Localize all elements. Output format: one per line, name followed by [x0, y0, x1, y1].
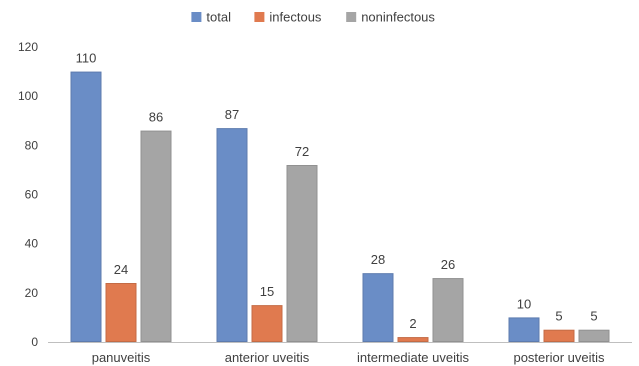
legend-label-noninfectous: noninfectous [361, 10, 435, 25]
bar-infectous-2 [251, 305, 283, 342]
bar-outline [70, 71, 102, 342]
y-tick-label: 20 [25, 286, 39, 300]
y-tick-label: 80 [25, 138, 39, 152]
data-labels: 110 24 86 87 15 72 28 2 26 10 5 5 [76, 51, 598, 332]
bar-outline [105, 283, 137, 342]
data-label: 15 [260, 284, 274, 299]
y-tick-label: 60 [25, 188, 39, 202]
y-tick-label: 100 [18, 89, 38, 103]
y-tick-label: 40 [25, 237, 39, 251]
data-label: 87 [225, 107, 239, 122]
x-tick-label: intermediate uveitis [357, 350, 469, 365]
legend-label-infectous: infectous [269, 10, 322, 25]
bar-outline [508, 317, 540, 342]
bar-outline [216, 128, 248, 342]
x-tick-label: anterior uveitis [225, 350, 310, 365]
data-label: 72 [295, 144, 309, 159]
bar-outline [286, 165, 318, 342]
legend-label-total: total [206, 10, 231, 25]
bar-infectous-4 [543, 329, 575, 342]
x-tick-label: panuveitis [92, 350, 151, 365]
bar-outline [251, 305, 283, 342]
y-tick-label: 120 [18, 40, 38, 54]
bar-outline [432, 278, 464, 343]
bar-noninfectous-4 [578, 329, 610, 342]
bar-total-2 [216, 128, 248, 342]
x-tick-label: posterior uveitis [513, 350, 605, 365]
bar-noninfectous-3 [432, 278, 464, 342]
bar-outline [140, 130, 172, 342]
data-label: 24 [114, 262, 128, 277]
data-label: 5 [555, 309, 562, 324]
bars [70, 71, 610, 343]
x-axis: panuveitis anterior uveitis intermediate u… [92, 350, 605, 365]
data-label: 110 [76, 51, 97, 66]
legend-swatch-noninfectous [346, 12, 357, 22]
data-label: 86 [149, 110, 163, 125]
bar-total-4 [508, 317, 540, 342]
data-label: 10 [517, 296, 531, 311]
y-axis: 0 20 40 60 80 100 120 [18, 40, 38, 349]
legend-swatch-infectous [254, 12, 265, 22]
bar-infectous-1 [105, 283, 137, 342]
bar-infectous-3 [397, 337, 429, 342]
bar-outline [362, 273, 394, 342]
y-tick-label: 0 [31, 335, 38, 349]
bar-outline [397, 337, 429, 343]
bar-outline [578, 329, 610, 343]
data-label: 28 [371, 252, 385, 267]
data-label: 5 [590, 309, 597, 324]
legend: total infectous noninfectous [191, 10, 435, 25]
bar-total-1 [70, 71, 102, 342]
bar-noninfectous-2 [286, 165, 318, 342]
bar-total-3 [362, 273, 394, 342]
bar-outline [543, 329, 575, 343]
data-label: 2 [409, 316, 416, 331]
bar-noninfectous-1 [140, 130, 172, 342]
legend-swatch-total [191, 12, 202, 22]
data-label: 26 [441, 257, 455, 272]
